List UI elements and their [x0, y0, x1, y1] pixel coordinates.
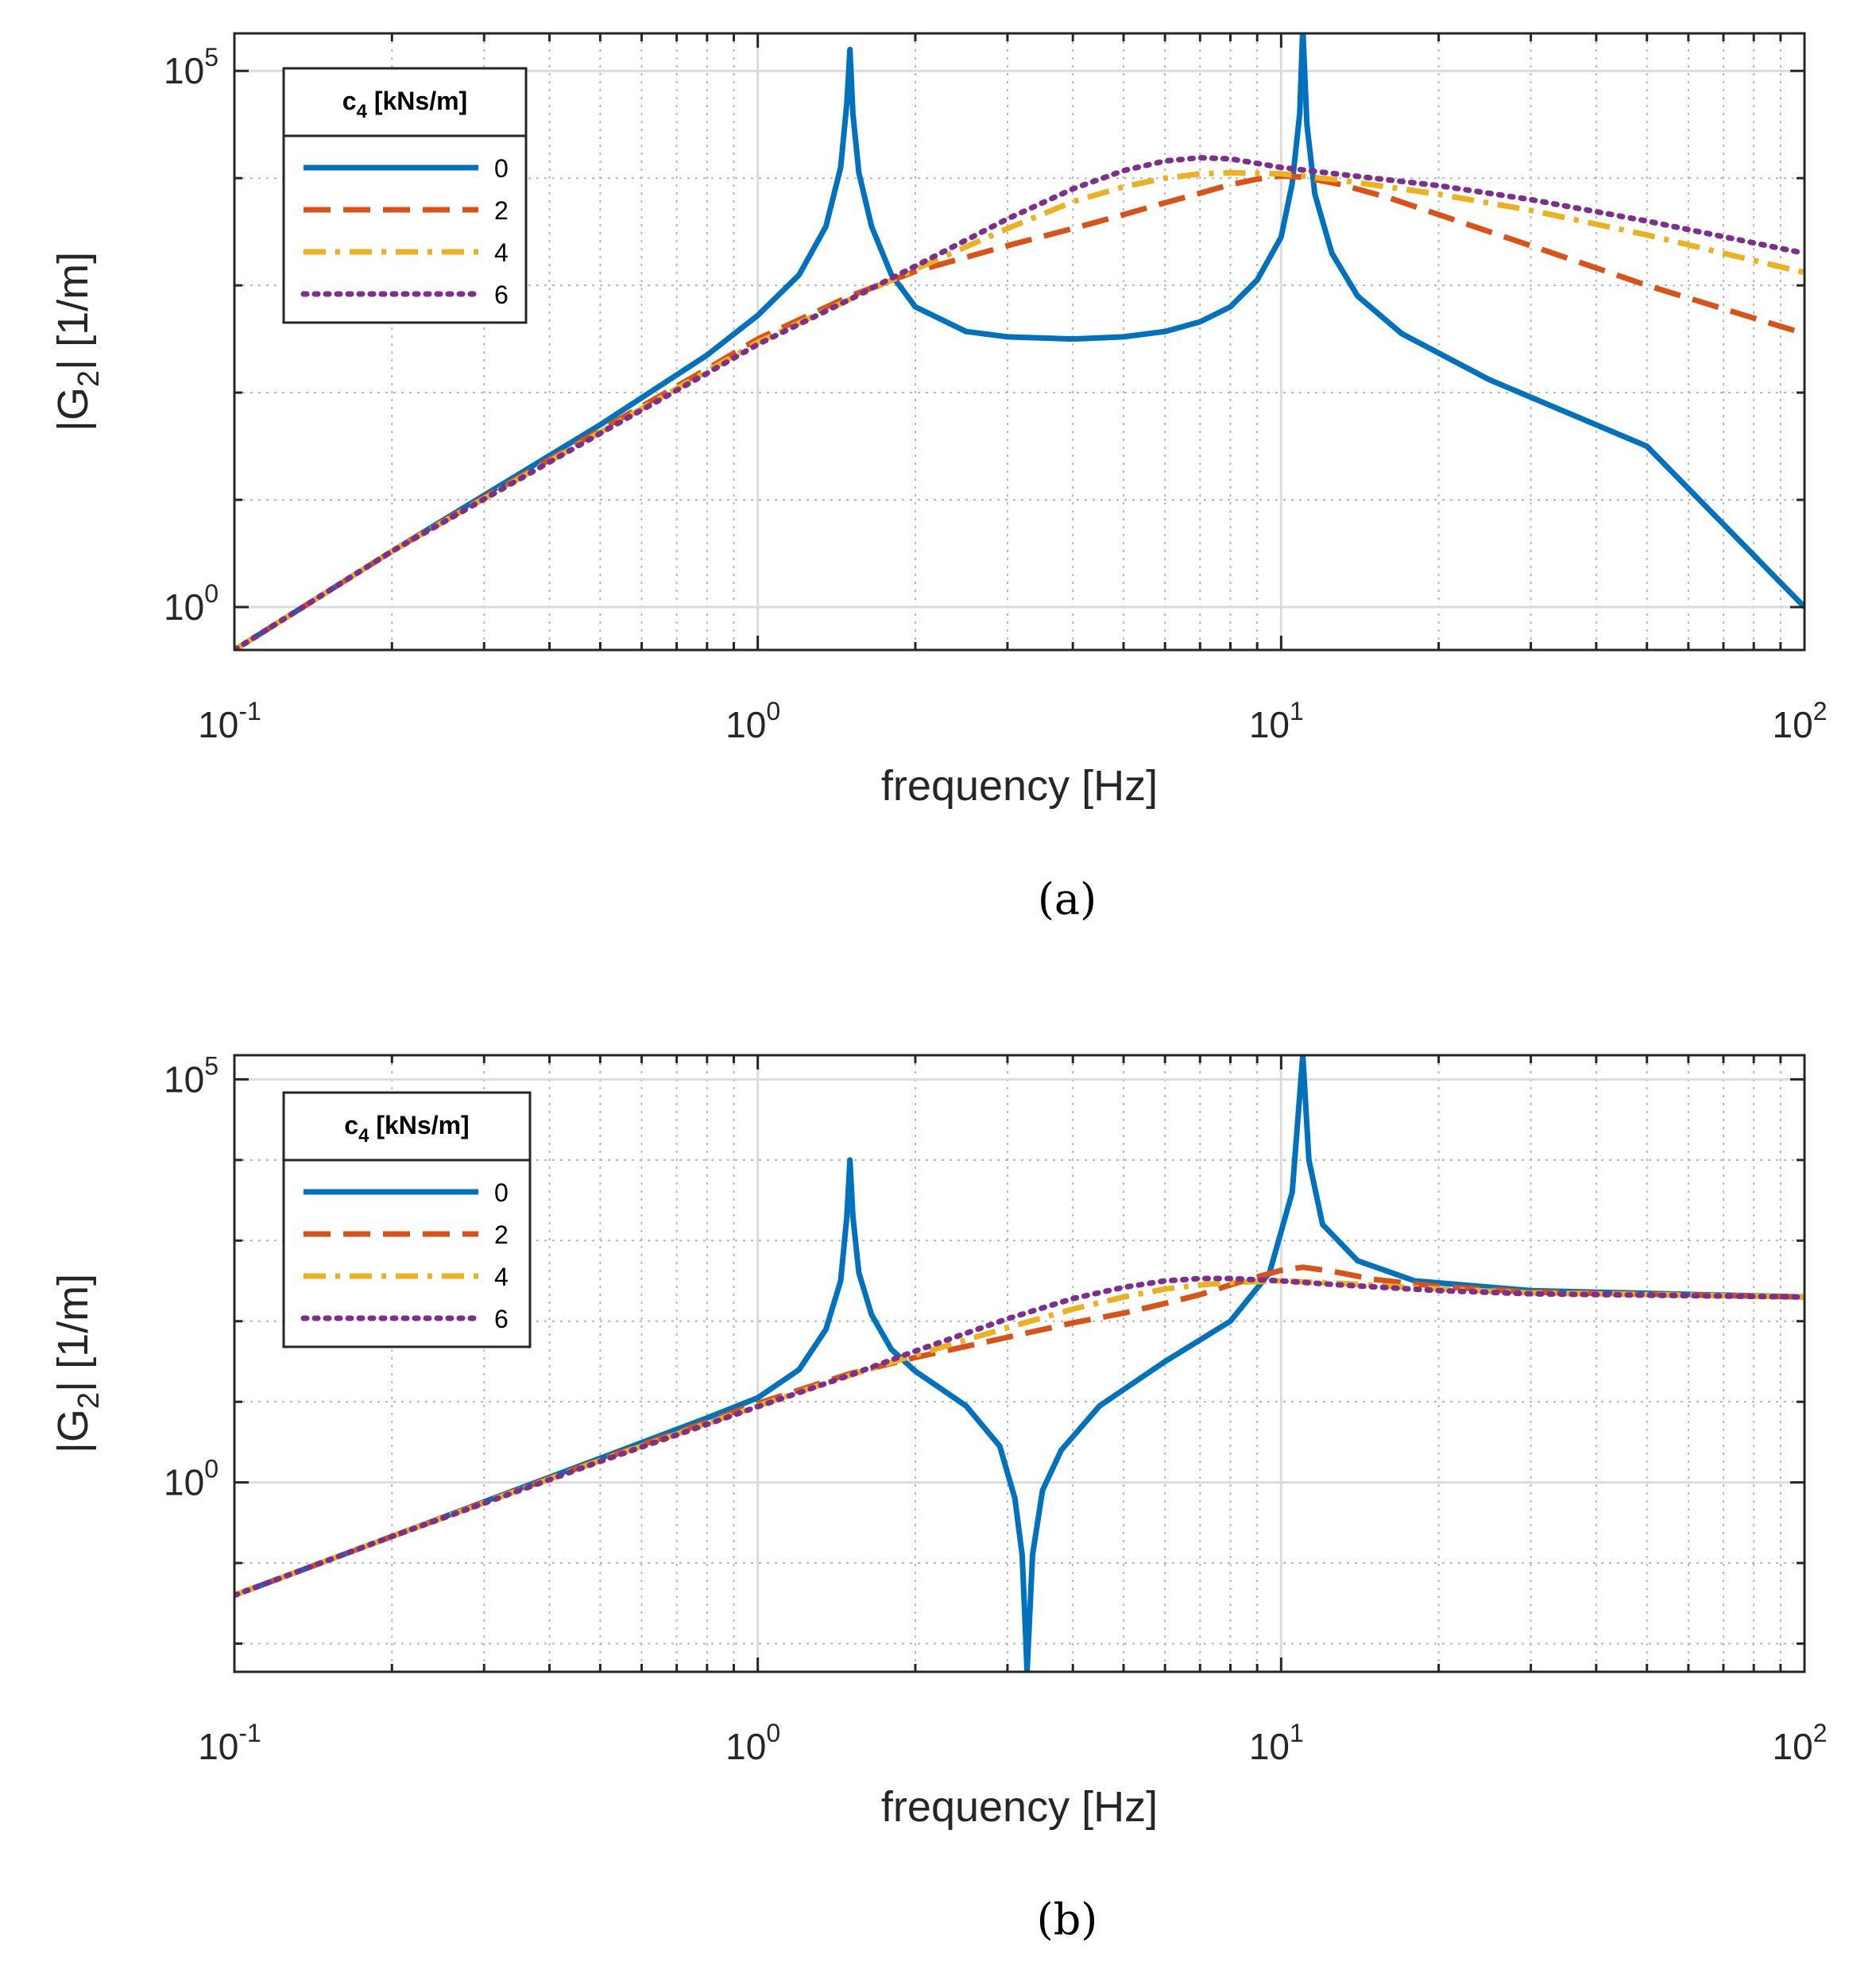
legend-entry-4: 4 — [494, 238, 509, 267]
tick-marks — [233, 1055, 1806, 1672]
series-line-4 — [234, 1278, 1804, 1598]
legend-entry-6: 6 — [494, 280, 509, 309]
legend-entry-0: 0 — [494, 154, 509, 183]
axes-box — [233, 32, 1806, 652]
series-line-6 — [234, 155, 1804, 650]
x-tick-label: 10-1 — [198, 1719, 261, 1767]
legend-box — [282, 1091, 532, 1348]
y-tick-label: 100 — [164, 579, 219, 628]
legend-title: c4 [kNs/m] — [342, 87, 467, 122]
legend-entry-0: 0 — [494, 1178, 509, 1207]
chart-panel-b: 10-1 100 101 102 100 105 frequency [Hz] |G2| [1… — [49, 1051, 1827, 1944]
x-tick-label: 102 — [1773, 697, 1828, 745]
chart-panel-a: 10-1 100 101 102 100 105 frequency [Hz] |G2| [1… — [49, 32, 1828, 924]
grid — [234, 1055, 1804, 1672]
x-axis-label: frequency [Hz] — [881, 762, 1158, 810]
legend-entry-2: 2 — [494, 1220, 509, 1249]
series-line-0 — [234, 1055, 1804, 1672]
x-tick-label: 100 — [725, 697, 780, 745]
y-tick-label: 105 — [164, 43, 219, 91]
series-group — [234, 1055, 1804, 1672]
legend: c4 [kNs/m] 0 2 4 6 — [282, 1091, 532, 1348]
x-tick-label: 102 — [1773, 1719, 1828, 1767]
y-axis-label: |G2| [1/m] — [49, 252, 106, 431]
panel-label: (a) — [1038, 874, 1097, 924]
legend-entry-4: 4 — [494, 1263, 509, 1291]
series-line-2 — [234, 173, 1804, 650]
x-tick-label: 101 — [1249, 697, 1304, 745]
series-line-0 — [234, 33, 1804, 650]
series-line-4 — [234, 169, 1804, 650]
x-tick-label: 101 — [1249, 1719, 1304, 1767]
axes-box — [233, 1054, 1806, 1673]
x-tick-label: 100 — [725, 1719, 780, 1767]
tick-marks — [233, 33, 1806, 650]
y-axis-label: |G2| [1/m] — [49, 1274, 106, 1453]
legend-box — [282, 67, 528, 324]
x-tick-label: 10-1 — [198, 697, 261, 745]
legend-entry-2: 2 — [494, 196, 509, 225]
legend: c4 [kNs/m] 0 2 4 6 — [282, 67, 528, 324]
y-tick-label: 100 — [164, 1455, 219, 1503]
series-group — [234, 33, 1804, 650]
y-tick-label: 105 — [164, 1051, 219, 1100]
series-line-6 — [234, 1275, 1804, 1599]
legend-title: c4 [kNs/m] — [344, 1111, 469, 1147]
panel-label: (b) — [1037, 1894, 1098, 1944]
legend-entry-6: 6 — [494, 1305, 509, 1333]
x-axis-label: frequency [Hz] — [881, 1783, 1158, 1831]
